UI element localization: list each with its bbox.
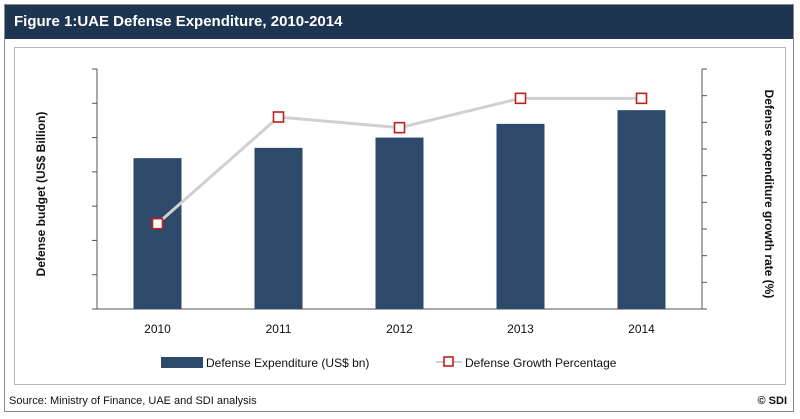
- copyright-label: © SDI: [757, 395, 788, 407]
- figure-title: Figure 1:UAE Defense Expenditure, 2010-2…: [5, 5, 793, 39]
- x-tick-label: 2010: [144, 322, 171, 336]
- y-axis-label-right: Defense expenditure growth rate (%): [762, 90, 776, 299]
- x-tick-label: 2012: [386, 322, 413, 336]
- legend-swatch-growth-marker: [443, 356, 454, 367]
- chart: 2010 2011 2012 2013 2014 Defense budget (US$…: [34, 68, 776, 370]
- legend-label-growth: Defense Growth Percentage: [465, 356, 617, 370]
- legend-label-expenditure: Defense Expenditure (US$ bn): [206, 356, 369, 370]
- growth-marker: [272, 111, 285, 123]
- growth-marker: [514, 92, 527, 105]
- x-tick-label: 2014: [628, 322, 655, 336]
- growth-marker: [393, 121, 406, 134]
- bar-defense-expenditure: [496, 123, 545, 309]
- y-axis-label-left: Defense budget (US$ Billion): [34, 112, 48, 277]
- growth-marker: [151, 217, 164, 230]
- bar-defense-expenditure: [375, 137, 424, 309]
- bar-defense-expenditure: [617, 110, 666, 310]
- growth-marker: [635, 92, 648, 105]
- legend-swatch-expenditure: [161, 357, 203, 368]
- x-tick-label: 2011: [266, 322, 292, 336]
- source-note: Source: Ministry of Finance, UAE and SDI…: [9, 395, 257, 407]
- bar-defense-expenditure: [133, 158, 182, 309]
- x-tick-label: 2013: [507, 322, 534, 336]
- bar-defense-expenditure: [254, 147, 303, 309]
- figure-panel: Figure 1:UAE Defense Expenditure, 2010-2…: [4, 4, 794, 412]
